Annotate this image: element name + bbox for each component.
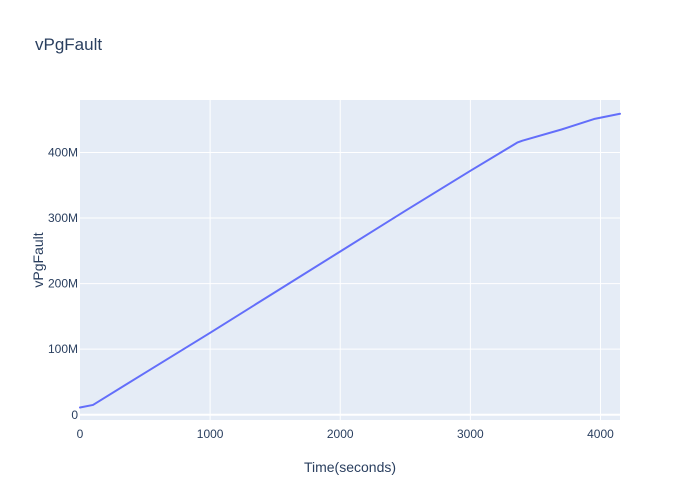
x-tick-label: 3000 bbox=[457, 427, 484, 441]
y-tick-label: 0 bbox=[71, 408, 78, 422]
y-tick-label: 200M bbox=[48, 277, 78, 291]
series-line bbox=[79, 112, 621, 409]
chart-title: vPgFault bbox=[35, 35, 102, 54]
plot-area bbox=[80, 100, 620, 420]
grid-layer bbox=[80, 100, 620, 420]
x-axis-title: Time(seconds) bbox=[304, 459, 396, 475]
tick-label-layer: 0 1000 2000 3000 4000 0 100M 200M 300M 400M bbox=[48, 145, 614, 441]
series-layer bbox=[79, 112, 621, 409]
y-tick-label: 300M bbox=[48, 211, 78, 225]
x-tick-label: 1000 bbox=[197, 427, 224, 441]
x-tick-label: 2000 bbox=[327, 427, 354, 441]
y-axis-title: vPgFault bbox=[30, 232, 46, 287]
y-tick-label: 100M bbox=[48, 342, 78, 356]
x-tick-label: 0 bbox=[77, 427, 84, 441]
x-tick-label: 4000 bbox=[587, 427, 614, 441]
y-tick-label: 400M bbox=[48, 145, 78, 159]
